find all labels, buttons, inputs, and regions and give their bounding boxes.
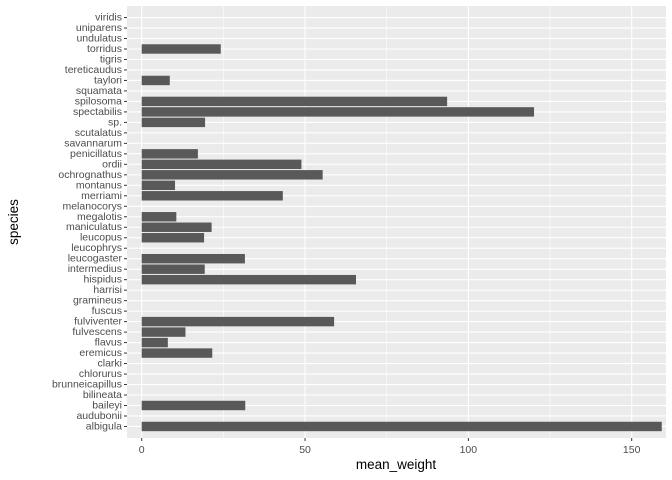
- bar-megalotis: [141, 212, 177, 222]
- y-tick-label: fulviventer: [74, 316, 122, 328]
- y-tick-label: penicillatus: [70, 148, 122, 160]
- y-tick-label: fuscus: [92, 305, 122, 317]
- bar-merriami: [141, 191, 283, 201]
- y-tick-label: hispidus: [83, 274, 122, 286]
- y-tick-label: gramineus: [73, 295, 122, 307]
- y-tick-label: torridus: [87, 43, 122, 55]
- y-tick-label: baileyi: [92, 399, 122, 411]
- bar-eremicus: [141, 348, 213, 358]
- y-tick-label: chlorurus: [79, 368, 122, 380]
- y-tick-label: eremicus: [79, 347, 122, 359]
- y-tick-label: uniparens: [76, 22, 122, 34]
- bar-leucogaster: [141, 253, 245, 264]
- x-axis: 0 50 100 150: [139, 438, 641, 456]
- minor-gridlines: [223, 6, 551, 438]
- bar-flavus: [141, 337, 168, 348]
- y-tick-label: savannarum: [64, 137, 122, 149]
- x-axis-title: mean_weight: [356, 457, 437, 472]
- y-tick-label: megalotis: [77, 211, 122, 223]
- y-tick-label: scutalatus: [75, 127, 122, 139]
- x-tick-label: 50: [299, 444, 311, 456]
- bar-albigula: [141, 421, 662, 432]
- y-axis: albigulaauduboniibaileyibilineatabrunnei…: [52, 12, 127, 432]
- y-tick-label: ordii: [102, 158, 122, 170]
- y-tick-label: leucopus: [80, 232, 122, 244]
- y-tick-label: spectabilis: [73, 106, 122, 118]
- major-gridlines: [127, 6, 666, 438]
- y-tick-label: clarki: [97, 358, 122, 370]
- y-tick-label: tereticaudus: [65, 64, 122, 76]
- bar-ordii: [141, 159, 302, 170]
- bar-taylori: [141, 75, 170, 86]
- y-tick-label: fulvescens: [72, 326, 122, 338]
- y-tick-label: undulatus: [76, 33, 122, 45]
- y-tick-label: melanocorys: [62, 200, 122, 212]
- x-tick-label: 150: [623, 444, 641, 456]
- y-tick-label: squamata: [76, 85, 122, 97]
- bar-fulviventer: [141, 316, 335, 327]
- bar-penicillatus: [141, 149, 198, 159]
- bar-intermedius: [141, 264, 205, 274]
- y-tick-label: intermedius: [68, 263, 122, 275]
- bar-maniculatus: [141, 222, 212, 232]
- y-tick-label: flavus: [95, 337, 122, 349]
- y-tick-label: spilosoma: [75, 95, 122, 107]
- plot-panel: [127, 6, 666, 438]
- y-axis-title: species: [6, 199, 21, 245]
- bars: [141, 44, 662, 432]
- y-tick-label: taylori: [94, 74, 122, 86]
- bar-leucopus: [141, 233, 205, 243]
- bar-baileyi: [141, 400, 246, 411]
- y-tick-label: leucophrys: [71, 242, 122, 254]
- bar-sp.: [141, 117, 206, 128]
- bar-spilosoma: [141, 96, 448, 107]
- bar-ochrognathus: [141, 170, 323, 180]
- y-tick-label: albigula: [86, 420, 122, 432]
- y-tick-label: tigris: [100, 53, 122, 65]
- y-tick-label: maniculatus: [66, 221, 122, 233]
- y-tick-label: harrisi: [93, 284, 122, 296]
- y-tick-label: leucogaster: [68, 253, 123, 265]
- bar-spectabilis: [141, 107, 535, 117]
- y-tick-label: sp.: [108, 116, 122, 128]
- y-tick-label: audubonii: [76, 410, 122, 422]
- y-tick-label: bilineata: [83, 389, 122, 401]
- x-tick-label: 0: [139, 444, 145, 456]
- x-tick-label: 100: [460, 444, 478, 456]
- y-tick-label: brunneicapillus: [52, 379, 122, 391]
- y-tick-label: merriami: [81, 190, 122, 202]
- bar-torridus: [141, 44, 221, 54]
- y-tick-label: viridis: [95, 12, 122, 24]
- bar-hispidus: [141, 274, 356, 285]
- bar-montanus: [141, 180, 176, 191]
- y-tick-label: ochrognathus: [58, 169, 122, 181]
- y-tick-label: montanus: [76, 179, 122, 191]
- bar-fulvescens: [141, 327, 186, 337]
